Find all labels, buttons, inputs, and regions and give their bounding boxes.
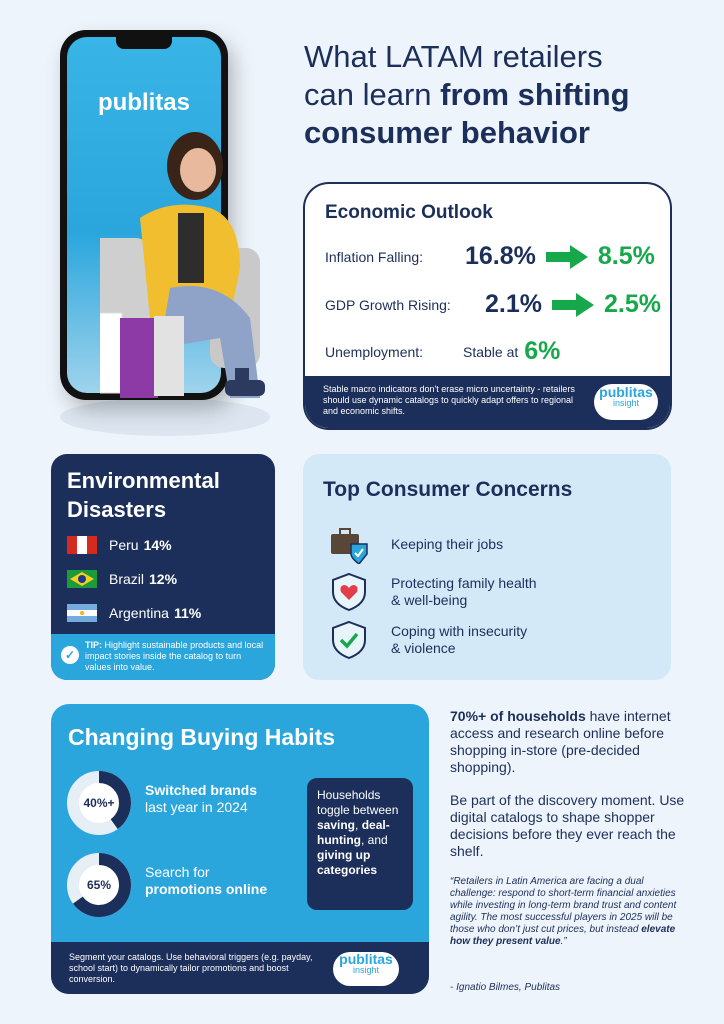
publitas-insight-badge: publitas insight	[594, 384, 658, 420]
country-row-brazil: Brazil 12%	[67, 570, 177, 588]
concern-line-1: Coping with insecurity	[391, 623, 528, 639]
economic-footer: Stable macro indicators don't erase micr…	[305, 376, 670, 428]
checkmark-icon: ✓	[61, 646, 79, 664]
changing-buying-habits-card: Changing Buying Habits 40%+ Switched bra…	[51, 704, 429, 994]
stat-switched-brands: Switched brands last year in 2024	[145, 782, 257, 816]
economic-outlook-heading: Economic Outlook	[325, 202, 493, 223]
households-paragraph: 70%+ of households have internet access …	[450, 708, 690, 776]
tip-text: Highlight sustainable products and local…	[85, 640, 264, 672]
quote-main: “Retailers in Latin America are facing a…	[450, 876, 677, 935]
stat-line-2: promotions online	[145, 881, 268, 897]
title-line-2-bold: from shifting	[440, 77, 630, 112]
stat-line-1: Switched brands	[145, 782, 258, 798]
stat-promotions: Search for promotions online	[145, 864, 267, 898]
title-line-3-bold: consumer behavior	[304, 115, 590, 150]
country-row-peru: Peru 14%	[67, 536, 172, 554]
households-bold-2: deal-hunting	[317, 818, 390, 847]
woman-shopping-illustration	[100, 132, 265, 398]
shield-check-icon	[332, 620, 366, 660]
environmental-disasters-card: Environmental Disasters Peru 14% Brazil …	[51, 454, 275, 680]
argentina-flag-icon	[67, 604, 97, 622]
habits-footer: Segment your catalogs. Use behavioral tr…	[51, 942, 429, 994]
badge-brand: publitas	[599, 384, 653, 400]
donut-chart-switched-brands	[67, 771, 131, 835]
donut-label: 65%	[86, 878, 112, 892]
peru-flag-icon	[67, 536, 97, 554]
inflation-label: Inflation Falling:	[325, 248, 424, 265]
stat-line-2: last year in 2024	[145, 799, 248, 815]
country-name: Peru	[109, 537, 139, 553]
gdp-to-value: 2.5%	[603, 290, 661, 318]
environmental-heading-line-2: Disasters	[67, 497, 167, 522]
phone-brand-logo: publitas	[97, 89, 190, 116]
badge-sub: insight	[612, 398, 639, 408]
phone-shadow	[60, 398, 270, 436]
concerns-heading: Top Consumer Concerns	[323, 478, 573, 501]
publitas-insight-badge: publitas insight	[333, 952, 399, 986]
green-arrow-icon	[551, 292, 594, 317]
households-stat-bold: 70%+ of households	[450, 708, 586, 724]
environmental-heading: Environmental Disasters	[67, 466, 220, 524]
environmental-heading-line-1: Environmental	[67, 468, 220, 493]
country-value: 12%	[149, 571, 178, 587]
country-name: Argentina	[109, 605, 169, 621]
gdp-from-value: 2.1%	[485, 290, 542, 318]
badge-brand: publitas	[339, 951, 393, 967]
donut-label: 40%+	[83, 796, 115, 810]
concern-item: Keeping their jobs	[329, 524, 503, 564]
stat-line-1: Search for	[145, 864, 210, 880]
briefcase-check-icon	[331, 528, 368, 564]
phone-notch	[116, 37, 172, 49]
gdp-label: GDP Growth Rising:	[325, 296, 451, 313]
badge-sub: insight	[352, 965, 379, 975]
households-text-1: Households toggle between	[317, 788, 399, 817]
unemployment-prefix: Stable at	[463, 343, 519, 360]
gdp-row: GDP Growth Rising: 2.1% 2.5%	[325, 290, 661, 319]
tip-label: TIP:	[85, 640, 102, 650]
donut-chart-promotions	[67, 853, 131, 917]
brazil-flag-icon	[67, 570, 97, 588]
households-bold-1: saving	[317, 818, 356, 832]
inflation-to-value: 8.5%	[597, 242, 655, 270]
concern-line-1: Protecting family health	[391, 575, 537, 591]
quote-end: .”	[560, 936, 567, 947]
habits-heading: Changing Buying Habits	[68, 724, 336, 750]
top-consumer-concerns-card: Top Consumer Concerns Keeping their jobs…	[303, 454, 671, 680]
tip-box: ✓ TIP: Highlight sustainable products an…	[51, 634, 275, 680]
households-box: Households toggle between saving, deal-h…	[307, 778, 413, 910]
discovery-paragraph: Be part of the discovery moment. Use dig…	[450, 792, 685, 859]
title-line-2-plain: can learn	[304, 77, 432, 112]
quote-block: “Retailers in Latin America are facing a…	[450, 876, 686, 948]
title-line-1: What LATAM retailers	[304, 39, 603, 74]
donut-fill	[67, 771, 131, 835]
economic-outlook-card: Economic Outlook Inflation Falling: 16.8…	[303, 182, 672, 430]
country-name: Brazil	[109, 571, 145, 587]
country-value: 14%	[143, 537, 172, 553]
concern-line-2: & well-being	[391, 592, 468, 608]
households-text-3: , and	[360, 833, 388, 847]
unemployment-value: 6%	[524, 337, 561, 365]
quote-citation: - Ignatio Bilmes, Publitas	[450, 982, 561, 993]
shield-heart-icon	[332, 572, 366, 612]
households-stat-rest: have internet access and research online…	[450, 708, 671, 775]
country-row-argentina: Argentina 11%	[67, 604, 201, 622]
habits-footer-text: Segment your catalogs. Use behavioral tr…	[69, 952, 313, 984]
donut-fill	[67, 853, 131, 917]
inflation-from-value: 16.8%	[465, 242, 536, 270]
households-bold-3: giving up categories	[317, 848, 378, 877]
concern-item: Coping with insecurity & violence	[329, 620, 527, 660]
page-title: What LATAM retailers can learn from shif…	[304, 38, 704, 152]
concern-line-2: & violence	[391, 640, 456, 656]
unemployment-label: Unemployment:	[325, 343, 424, 360]
concern-line-1: Keeping their jobs	[391, 535, 504, 552]
concern-item: Protecting family health & well-being	[329, 572, 537, 612]
inflation-row: Inflation Falling: 16.8% 8.5%	[325, 242, 655, 271]
unemployment-row: Unemployment: Stable at 6%	[325, 337, 560, 366]
country-value: 11%	[173, 605, 202, 621]
economic-footer-text: Stable macro indicators don't erase micr…	[323, 384, 575, 416]
households-text-2: ,	[355, 818, 359, 832]
quote-bold: elevate how they present value	[450, 924, 676, 947]
green-arrow-icon	[545, 244, 588, 269]
